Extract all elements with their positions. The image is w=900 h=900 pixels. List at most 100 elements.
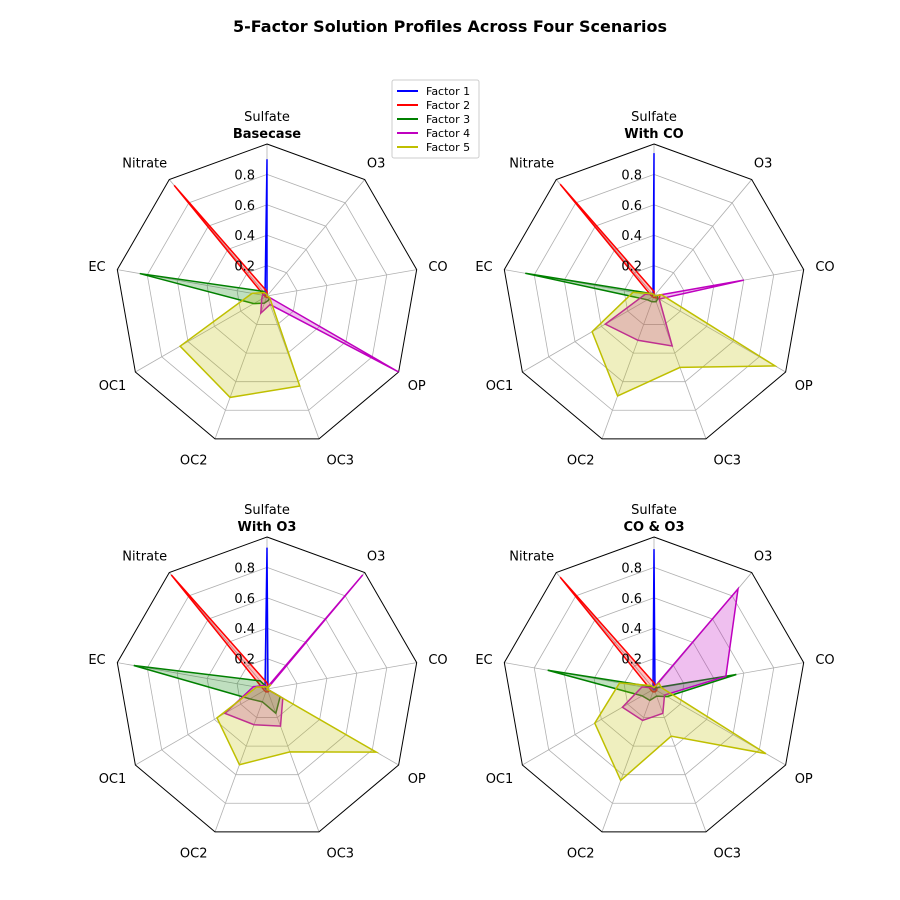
series-line-factor-5 (593, 682, 767, 782)
radial-tick-label: 0.8 (621, 561, 642, 576)
radar-frame (116, 143, 418, 440)
axis-label-oc1: OC1 (486, 772, 514, 787)
axis-label-co: CO (428, 653, 447, 668)
grid-ring (176, 204, 358, 383)
axis-label-o3: O3 (754, 157, 773, 172)
grid-ring (563, 597, 745, 776)
axis-label-op: OP (408, 772, 426, 787)
radial-tick-label: 0.2 (621, 653, 642, 668)
grid-spoke (135, 295, 268, 373)
radial-tick-label: 0.2 (234, 260, 255, 275)
grid-spoke (214, 688, 268, 832)
axis-label-oc1: OC1 (486, 379, 514, 394)
axis-label-sulfate: Sulfate (244, 110, 290, 125)
axis-label-ec: EC (88, 260, 105, 275)
axis-label-oc1: OC1 (99, 772, 127, 787)
radar-frame (503, 143, 805, 440)
axis-label-op: OP (795, 772, 813, 787)
grid-ring (593, 627, 715, 747)
axis-label-oc2: OC2 (567, 454, 595, 469)
axis-label-ec: EC (475, 260, 492, 275)
series-line-factor-3 (547, 669, 737, 702)
grid-spoke (266, 662, 417, 690)
axis-label-nitrate: Nitrate (122, 157, 167, 172)
radar-panel-basecase: 0.2 0.4 0.6 0.8 Sulfate O3 CO OP OC3 OC2 OC1 EC Nitr… (88, 110, 447, 469)
grid-ring (533, 173, 775, 411)
radial-tick-label: 0.4 (234, 622, 255, 637)
legend-box (391, 79, 480, 159)
grid-spoke (522, 688, 655, 766)
radial-tick-label: 0.6 (234, 199, 255, 214)
radial-tick-label: 0.6 (234, 592, 255, 607)
grid-spoke (135, 688, 268, 766)
grid-ring (623, 658, 685, 718)
axis-label-oc3: OC3 (714, 454, 742, 469)
series-fill-factor-5 (594, 682, 766, 781)
axis-label-o3: O3 (367, 157, 386, 172)
series-line-factor-4 (223, 574, 364, 727)
grid-spoke (601, 295, 655, 439)
radial-tick-label: 0.2 (234, 653, 255, 668)
radar-frame (116, 536, 418, 833)
radial-tick-label: 0.4 (621, 622, 642, 637)
legend-label-factor-3: Factor 3 (426, 113, 470, 126)
axis-label-nitrate: Nitrate (122, 550, 167, 565)
axis-label-op: OP (408, 379, 426, 394)
series-line-factor-4 (259, 292, 400, 373)
series-line-factor-5 (216, 683, 380, 766)
series-fill-factor-4 (224, 574, 363, 727)
axis-label-sulfate: Sulfate (631, 503, 677, 518)
axis-label-nitrate: Nitrate (509, 157, 554, 172)
legend-label-factor-1: Factor 1 (426, 85, 470, 98)
radial-tick-label: 0.6 (621, 199, 642, 214)
axis-label-co: CO (815, 260, 834, 275)
radial-tick-label: 0.4 (234, 229, 255, 244)
axis-label-co: CO (428, 260, 447, 275)
grid-ring (206, 234, 328, 354)
radial-tick-label: 0.8 (621, 168, 642, 183)
radar-panel-co-o3: 0.2 0.4 0.6 0.8 Sulfate O3 CO OP OC3 OC2 OC1 EC Nitr… (475, 503, 834, 862)
grid-ring (176, 597, 358, 776)
axis-label-o3: O3 (367, 550, 386, 565)
axis-label-ec: EC (475, 653, 492, 668)
axis-label-oc3: OC3 (327, 454, 355, 469)
grid-spoke (653, 179, 753, 297)
radial-tick-label: 0.4 (621, 229, 642, 244)
grid-ring (146, 566, 388, 804)
axis-label-oc1: OC1 (99, 379, 127, 394)
axis-label-oc3: OC3 (714, 847, 742, 862)
grid-spoke (522, 295, 655, 373)
radial-tick-label: 0.6 (621, 592, 642, 607)
axis-label-op: OP (795, 379, 813, 394)
series-fill-factor-4 (622, 588, 739, 721)
series-line-factor-5 (591, 291, 778, 397)
axis-label-ec: EC (88, 653, 105, 668)
radar-frame (503, 536, 805, 833)
axis-label-nitrate: Nitrate (509, 550, 554, 565)
grid-ring (206, 627, 328, 747)
series-fill-factor-2 (560, 577, 657, 692)
series-fill-factor-5 (216, 684, 377, 765)
axis-label-o3: O3 (754, 550, 773, 565)
grid-spoke (214, 295, 268, 439)
series-fill-factor-3 (139, 273, 270, 304)
grid-ring (593, 234, 715, 354)
legend-label-factor-4: Factor 4 (426, 127, 470, 140)
axis-label-oc2: OC2 (180, 847, 208, 862)
panel-title: With O3 (238, 520, 297, 535)
axis-label-sulfate: Sulfate (631, 110, 677, 125)
axis-label-co: CO (815, 653, 834, 668)
series-fill-factor-4 (605, 280, 744, 346)
grid-ring (146, 173, 388, 411)
axis-label-oc3: OC3 (327, 847, 355, 862)
series-fill-factor-5 (592, 292, 776, 396)
series-fill-factor-2 (171, 574, 270, 692)
panel-title: With CO (624, 127, 683, 142)
panel-title: Basecase (233, 127, 301, 142)
grid-spoke (266, 179, 366, 297)
grid-spoke (266, 269, 417, 297)
grid-ring (236, 658, 298, 718)
radar-panel-with-o3: 0.2 0.4 0.6 0.8 Sulfate O3 CO OP OC3 OC2 OC1 EC Nitr… (88, 503, 447, 862)
